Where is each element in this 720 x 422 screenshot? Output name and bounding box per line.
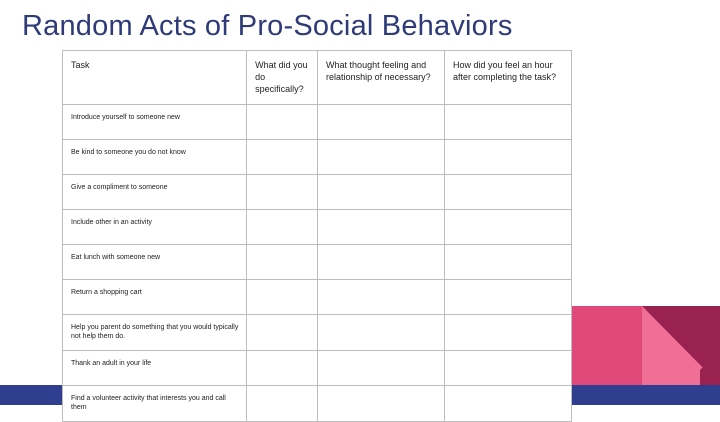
table-row: Help you parent do something that you wo… (61, 314, 572, 351)
answer-cell[interactable] (246, 350, 319, 386)
answer-cell[interactable] (317, 139, 445, 175)
task-cell: Eat lunch with someone new (61, 244, 248, 280)
answer-cell[interactable] (444, 139, 572, 175)
header-thought-feeling: What thought feeling and relationship of… (317, 50, 445, 105)
answer-cell[interactable] (317, 314, 445, 351)
answer-cell[interactable] (246, 174, 319, 210)
answer-cell[interactable] (246, 104, 319, 140)
answer-cell[interactable] (317, 209, 445, 245)
table-row: Introduce yourself to someone new (61, 104, 572, 140)
answer-cell[interactable] (246, 209, 319, 245)
answer-cell[interactable] (317, 385, 445, 422)
table-row: Thank an adult in your life (61, 350, 572, 386)
pink-triangle-right (642, 306, 720, 385)
answer-cell[interactable] (444, 385, 572, 422)
answer-cell[interactable] (444, 104, 572, 140)
header-task: Task (61, 50, 248, 105)
task-cell: Include other in an activity (61, 209, 248, 245)
answer-cell[interactable] (246, 385, 319, 422)
task-table: Task What did you do specifically? What … (61, 50, 572, 422)
header-what-did-you-do: What did you do specifically? (246, 50, 319, 105)
table-row: Be kind to someone you do not know (61, 139, 572, 175)
table-row: Include other in an activity (61, 209, 572, 245)
answer-cell[interactable] (246, 314, 319, 351)
table-row: Return a shopping cart (61, 279, 572, 315)
task-cell: Return a shopping cart (61, 279, 248, 315)
table-row: Find a volunteer activity that interests… (61, 385, 572, 422)
pink-block-center (570, 306, 642, 385)
task-cell: Find a volunteer activity that interests… (61, 385, 248, 422)
answer-cell[interactable] (444, 209, 572, 245)
answer-cell[interactable] (317, 279, 445, 315)
answer-cell[interactable] (246, 244, 319, 280)
answer-cell[interactable] (444, 279, 572, 315)
answer-cell[interactable] (444, 350, 572, 386)
answer-cell[interactable] (317, 104, 445, 140)
task-cell: Help you parent do something that you wo… (61, 314, 248, 351)
table-row: Eat lunch with someone new (61, 244, 572, 280)
answer-cell[interactable] (444, 244, 572, 280)
table-header-row: Task What did you do specifically? What … (61, 50, 572, 105)
header-how-did-you-feel: How did you feel an hour after completin… (444, 50, 572, 105)
answer-cell[interactable] (246, 279, 319, 315)
task-cell: Be kind to someone you do not know (61, 139, 248, 175)
answer-cell[interactable] (246, 139, 319, 175)
slide-title: Random Acts of Pro-Social Behaviors (22, 10, 513, 42)
task-cell: Thank an adult in your life (61, 350, 248, 386)
answer-cell[interactable] (444, 174, 572, 210)
maroon-triangle-small (700, 350, 720, 385)
answer-cell[interactable] (317, 174, 445, 210)
answer-cell[interactable] (317, 244, 445, 280)
answer-cell[interactable] (444, 314, 572, 351)
task-cell: Give a compliment to someone (61, 174, 248, 210)
table-row: Give a compliment to someone (61, 174, 572, 210)
answer-cell[interactable] (317, 350, 445, 386)
task-cell: Introduce yourself to someone new (61, 104, 248, 140)
